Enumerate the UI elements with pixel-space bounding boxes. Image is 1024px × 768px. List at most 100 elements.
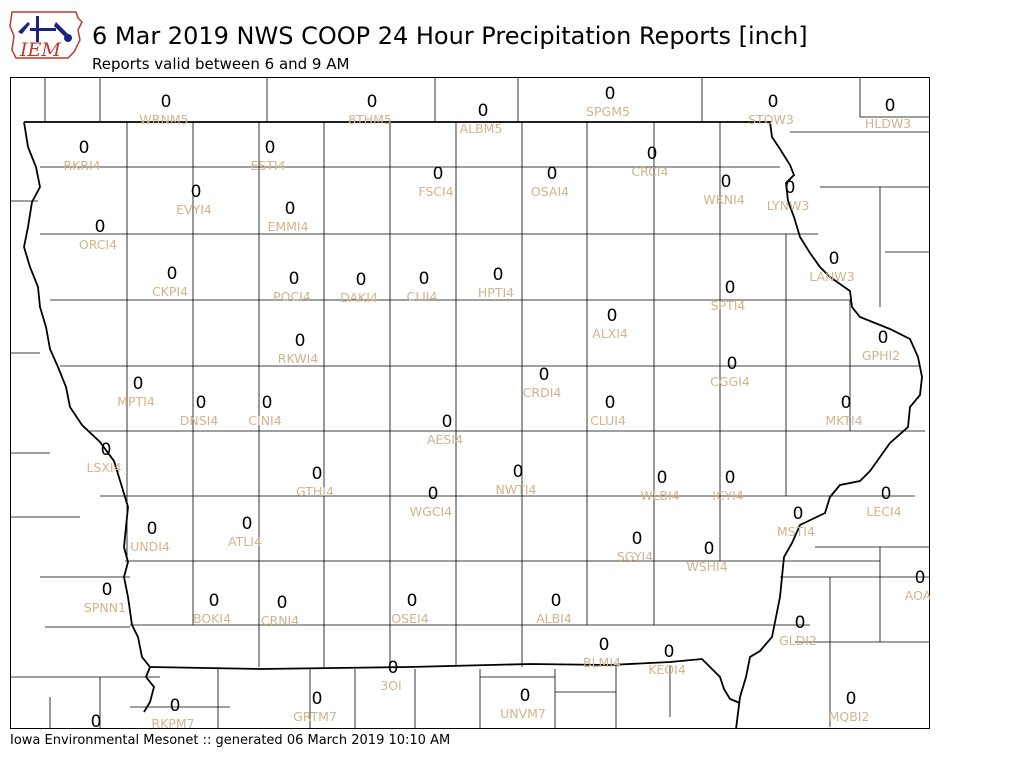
precip-value: 0 [285, 199, 296, 219]
precip-value: 0 [605, 393, 616, 413]
precip-value: 0 [915, 568, 926, 588]
station-id-label: SGYI4 [617, 549, 653, 564]
precip-value: 0 [725, 278, 736, 298]
station-id-label: MKTI4 [825, 413, 862, 428]
precip-value: 0 [768, 92, 779, 112]
station-id-label: ICYI4 [712, 488, 744, 503]
station-id-label: WLBI4 [640, 488, 680, 503]
precip-value: 0 [262, 393, 273, 413]
precip-value: 0 [664, 642, 675, 662]
precip-value: 0 [725, 468, 736, 488]
precip-value: 0 [829, 249, 840, 269]
station-id-label: WKNI4 [703, 192, 745, 207]
precip-value: 0 [881, 484, 892, 504]
precip-value: 0 [704, 539, 715, 559]
precip-value: 0 [419, 269, 430, 289]
station-id-label: POCI4 [273, 289, 311, 304]
station-id-label: HPTI4 [478, 285, 514, 300]
precip-value: 0 [356, 270, 367, 290]
station-id-label: KEOI4 [648, 662, 686, 677]
station-id-label: CLUI4 [590, 413, 626, 428]
precip-value: 0 [388, 658, 399, 678]
station-id-label: 8THM5 [348, 112, 392, 127]
station-id-label: BLMI4 [583, 655, 621, 670]
map-title: 6 Mar 2019 NWS COOP 24 Hour Precipitatio… [92, 22, 808, 50]
station-id-label: RKPM7 [151, 716, 194, 729]
station-id-label: CINI4 [248, 413, 281, 428]
precip-value: 0 [79, 138, 90, 158]
station-id-label: UNDI4 [130, 539, 170, 554]
station-id-label: ALXI4 [592, 326, 628, 341]
station-id-label: STOW3 [748, 112, 794, 127]
precip-value: 0 [428, 484, 439, 504]
precip-value: 0 [170, 696, 181, 716]
precip-value: 0 [551, 591, 562, 611]
precip-value: 0 [161, 92, 172, 112]
precip-value: 0 [242, 514, 253, 534]
precip-value: 0 [312, 689, 323, 709]
precip-value: 0 [657, 468, 668, 488]
station-id-label: EMMI4 [267, 219, 308, 234]
station-id-label: DAKI4 [340, 290, 378, 305]
station-id-label: ALBM5 [460, 121, 503, 136]
map-frame [10, 77, 930, 729]
precip-value: 0 [878, 328, 889, 348]
station-id-label: SPNN1 [84, 600, 126, 615]
station-id-label: SPTI4 [711, 298, 746, 313]
station-id-label: CGGI4 [710, 374, 750, 389]
precip-value: 0 [885, 96, 896, 116]
precip-value: 0 [101, 440, 112, 460]
precip-value: 0 [147, 519, 158, 539]
precip-value: 0 [91, 712, 102, 729]
precip-value: 0 [605, 84, 616, 104]
station-id-label: LYNW3 [767, 198, 810, 213]
precip-value: 0 [367, 92, 378, 112]
precip-value: 0 [196, 393, 207, 413]
station-id-label: LECI4 [866, 504, 901, 519]
station-id-label: DNSI4 [180, 413, 219, 428]
precip-value: 0 [191, 182, 202, 202]
precip-value: 0 [478, 101, 489, 121]
station-id-label: RKWI4 [278, 351, 318, 366]
station-id-label: ATLI4 [228, 534, 262, 549]
precip-value: 0 [513, 462, 524, 482]
precip-value: 0 [265, 138, 276, 158]
precip-value: 0 [167, 264, 178, 284]
footer-credit: Iowa Environmental Mesonet :: generated … [10, 733, 451, 748]
